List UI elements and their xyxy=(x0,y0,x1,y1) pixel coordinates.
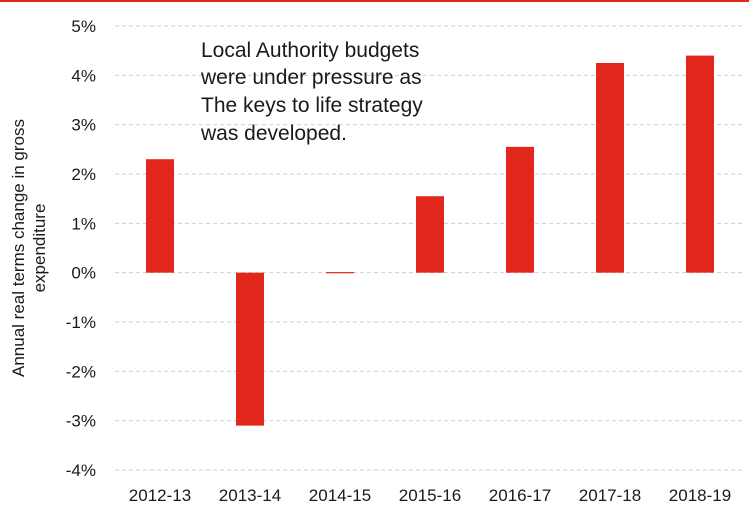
bar-2017-18 xyxy=(596,63,624,273)
x-axis-ticks: 2012-13 2013-14 2014-15 2015-16 2016-17 2017-… xyxy=(129,486,731,505)
top-rule xyxy=(0,0,749,2)
y-axis-title: Annual real terms change in gross expend… xyxy=(9,119,49,377)
x-tick-label: 2017-18 xyxy=(579,486,641,505)
y-axis-title-line-1: Annual real terms change in gross xyxy=(9,119,28,377)
annotation-line-1: Local Authority budgets xyxy=(201,39,419,62)
bar-2015-16 xyxy=(416,196,444,273)
x-tick-label: 2014-15 xyxy=(309,486,371,505)
x-tick-label: 2013-14 xyxy=(219,486,281,505)
y-axis-ticks: 5% 4% 3% 2% 1% 0% -1% -2% -3% -4% xyxy=(66,17,96,480)
y-tick-label: 3% xyxy=(71,116,96,135)
y-tick-label: 4% xyxy=(71,66,96,85)
y-tick-label: 1% xyxy=(71,214,96,233)
x-tick-label: 2015-16 xyxy=(399,486,461,505)
y-axis-title-line-2: expenditure xyxy=(30,204,49,293)
y-tick-label: -2% xyxy=(66,362,96,381)
y-tick-label: 0% xyxy=(71,264,96,283)
x-tick-label: 2018-19 xyxy=(669,486,731,505)
bar-2018-19 xyxy=(686,55,714,273)
annotation-line-3: The keys to life strategy xyxy=(201,94,423,117)
bar-2014-15 xyxy=(326,272,354,274)
annotation: Local Authority budgets were under press… xyxy=(200,39,423,145)
bar-2016-17 xyxy=(506,146,534,273)
y-tick-label: -3% xyxy=(66,412,96,431)
y-tick-label: 5% xyxy=(71,17,96,36)
y-tick-label: 2% xyxy=(71,165,96,184)
bar-2013-14 xyxy=(236,272,264,426)
x-tick-label: 2016-17 xyxy=(489,486,551,505)
bars xyxy=(146,55,714,426)
annotation-line-4: was developed. xyxy=(200,122,347,145)
y-tick-label: -4% xyxy=(66,461,96,480)
bar-2012-13 xyxy=(146,159,174,273)
annotation-line-2: were under pressure as xyxy=(200,66,422,89)
x-tick-label: 2012-13 xyxy=(129,486,191,505)
y-tick-label: -1% xyxy=(66,313,96,332)
